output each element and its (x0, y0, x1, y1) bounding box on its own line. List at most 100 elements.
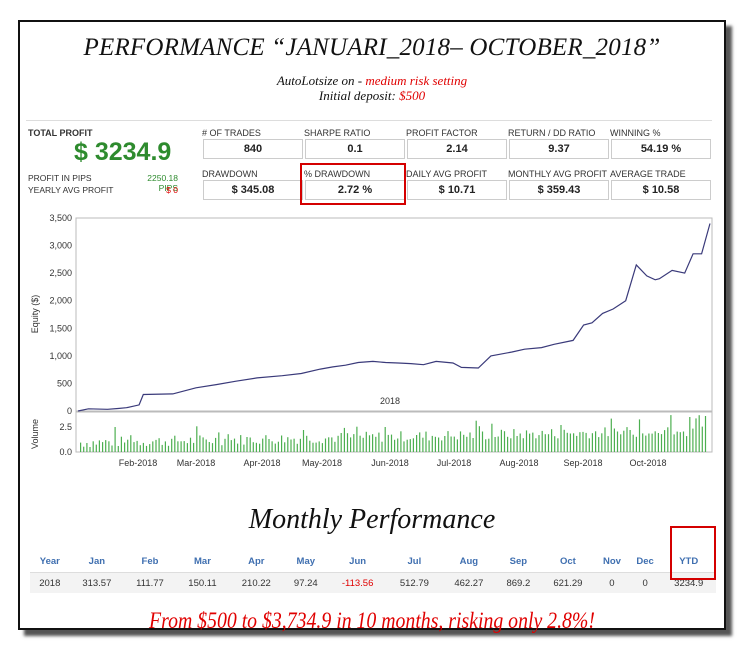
table-header-mar: Mar (194, 555, 211, 567)
volume-bar (215, 437, 217, 452)
volume-bar (171, 438, 173, 452)
volume-bar (416, 435, 418, 452)
volume-bar (262, 438, 264, 452)
table-header-jan: Jan (88, 555, 106, 567)
volume-bar (569, 433, 571, 452)
stat-label-daily-avg: DAILY AVG PROFIT (406, 169, 488, 179)
volume-bar (145, 445, 148, 452)
volume-bar (189, 437, 192, 452)
stat-label-avg-trade: AVERAGE TRADE (610, 169, 686, 179)
volume-bar (591, 433, 593, 452)
volume-bar (397, 438, 399, 452)
table-cell-oct: 621.29 (540, 572, 596, 593)
volume-bar (497, 436, 499, 452)
x-axis-month-label: Jun-2018 (371, 458, 409, 468)
table-header-jul: Jul (407, 555, 422, 567)
volume-bar (657, 433, 659, 452)
volume-bar (438, 437, 440, 452)
volume-bar (387, 434, 389, 452)
ytd-highlight-box (670, 526, 716, 580)
stat-label-trades: # OF TRADES (202, 128, 261, 138)
volume-bar (409, 439, 411, 452)
drawdown-highlight-box (300, 163, 406, 205)
volume-bar (306, 435, 308, 452)
equity-y-tick-label: 0 (67, 406, 72, 416)
volume-bar (375, 436, 377, 452)
volume-bar (384, 427, 386, 452)
volume-bar (343, 427, 345, 452)
volume-bar (441, 440, 443, 452)
x-axis-month-label: Aug-2018 (499, 458, 538, 468)
equity-y-tick-label: 3,500 (49, 213, 72, 223)
volume-bar (265, 435, 267, 452)
volume-bar (152, 441, 154, 452)
table-cell-jun: -113.56 (328, 572, 388, 593)
volume-bar (463, 434, 465, 452)
volume-y-axis-label: Volume (30, 419, 40, 449)
stat-label-pct-drawdown: % DRAWDOWN (304, 169, 371, 179)
monthly-performance-title: Monthly Performance (248, 504, 496, 535)
stat-label-drawdown: DRAWDOWN (202, 169, 258, 179)
volume-bar (431, 435, 433, 452)
profit-pips-value: 2250.18 PIPS (147, 173, 178, 193)
table-row: 2018 313.57 111.77 150.11 210.22 97.24 -113.56… (30, 572, 716, 593)
volume-bar (318, 441, 320, 452)
volume-bar (422, 437, 424, 452)
volume-bar (274, 443, 276, 452)
volume-bar (324, 438, 327, 452)
initial-deposit-line: Initial deposit: $500 (20, 88, 724, 104)
volume-bar (469, 432, 471, 452)
volume-bar (365, 431, 367, 452)
table-header-oct: Oct (559, 555, 576, 567)
volume-chart: Volume 2.5 0.0 Feb-2018 Mar-2018 Apr-2018 Ma… (30, 411, 713, 468)
stat-value-avg-trade: $ 10.58 (611, 180, 711, 200)
volume-bar (394, 439, 396, 452)
volume-bar (541, 430, 543, 452)
volume-bar (315, 442, 317, 452)
volume-bar (645, 435, 647, 452)
volume-bar (299, 438, 301, 452)
volume-bar (83, 446, 85, 452)
table-cell-sep: 869.2 (496, 572, 541, 593)
volume-bar (692, 428, 694, 452)
volume-bar (372, 434, 374, 452)
table-header-may: May (296, 555, 316, 567)
volume-bar (686, 436, 688, 452)
table-cell-may: 97.24 (283, 572, 329, 593)
stat-label-monthly-avg: MONTHLY AVG PROFIT (508, 169, 608, 179)
volume-bar (544, 434, 546, 452)
volume-bar (582, 431, 584, 452)
risk-setting: medium risk setting (365, 73, 468, 88)
table-cell-dec: 0 (628, 572, 662, 593)
volume-bar (243, 444, 245, 452)
volume-bar (211, 443, 214, 452)
volume-bar (620, 434, 622, 452)
volume-bar (510, 438, 512, 452)
volume-bar (472, 438, 474, 452)
volume-bar (196, 426, 198, 452)
volume-bar (142, 442, 144, 452)
stat-value-sharpe: 0.1 (305, 139, 405, 159)
volume-bar (86, 443, 88, 452)
volume-bar (390, 434, 393, 452)
equity-y-axis-label: Equity ($) (30, 295, 40, 334)
x-axis-month-label: Oct-2018 (629, 458, 666, 468)
volume-bar (114, 427, 116, 452)
volume-bar (629, 430, 631, 452)
volume-bar (610, 418, 612, 452)
volume-bar (221, 445, 223, 452)
volume-bar (595, 431, 597, 452)
volume-bar (579, 432, 581, 452)
volume-bar (259, 443, 261, 452)
volume-bar (117, 446, 119, 452)
volume-bar (331, 437, 333, 452)
table-header-row: Year Jan Feb Mar Apr May Jun Jul Aug Sep Oct Nov Dec… (30, 550, 716, 573)
table-cell-apr: 210.22 (229, 572, 284, 593)
equity-series-line (77, 223, 711, 412)
table-header-jun: Jun (349, 555, 367, 567)
deposit-value: $500 (399, 88, 426, 103)
volume-bar (573, 433, 575, 452)
table-cell-jan: 313.57 (69, 572, 125, 593)
volume-bar (205, 439, 207, 452)
volume-bar (648, 433, 650, 452)
